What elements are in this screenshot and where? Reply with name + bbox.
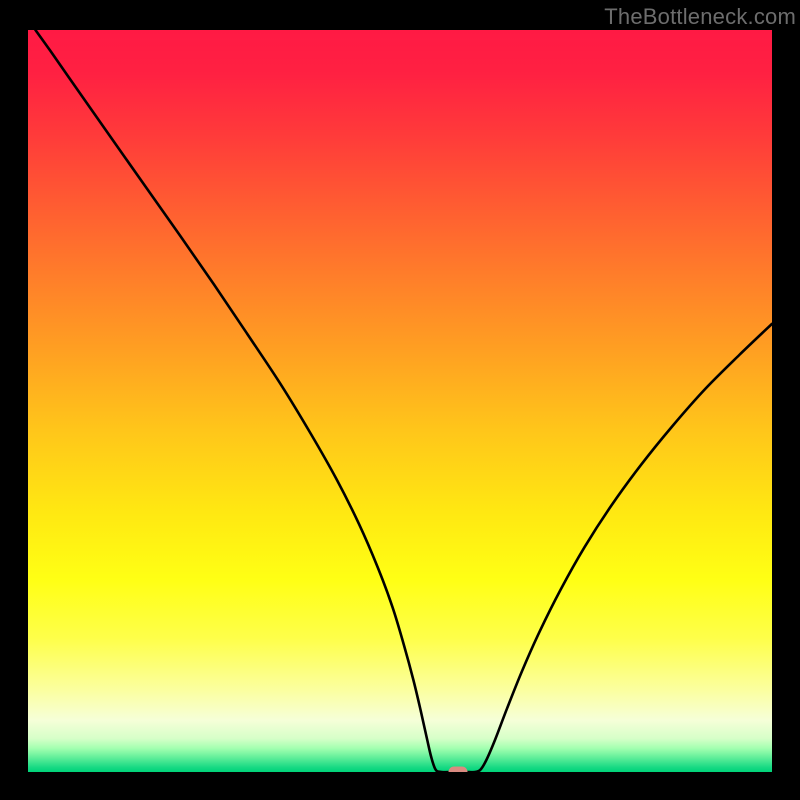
watermark-text: TheBottleneck.com bbox=[604, 4, 796, 30]
plot-area bbox=[28, 30, 772, 772]
bottleneck-curve-path bbox=[35, 30, 772, 772]
bottleneck-curve bbox=[28, 30, 772, 772]
stage: { "canvas": { "width": 800, "height": 80… bbox=[0, 0, 800, 800]
optimal-point-marker bbox=[449, 767, 468, 773]
